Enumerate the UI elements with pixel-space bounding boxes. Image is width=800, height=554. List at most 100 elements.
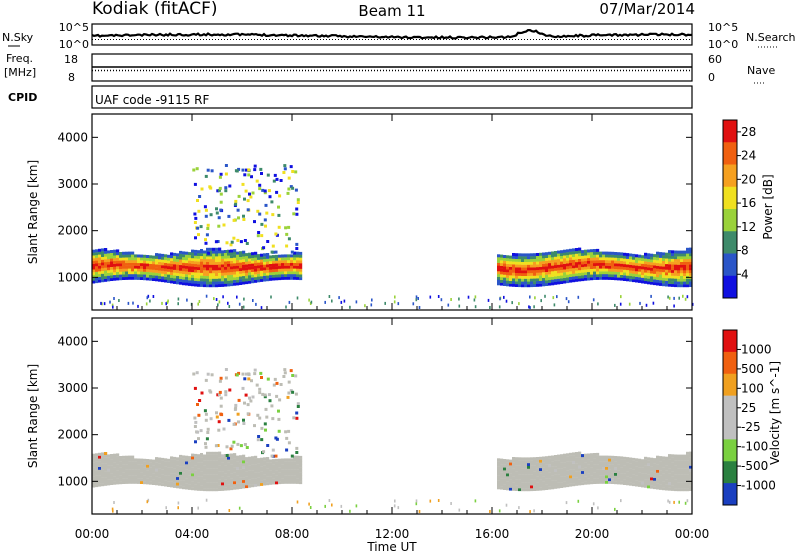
power-cell [242,256,246,260]
velocity-cell [572,477,576,481]
power-cell [221,272,225,276]
power-cell [539,261,543,265]
velocity-cell [182,472,186,476]
velocity-cell [274,436,278,440]
velocity-cell [656,464,660,468]
power-cell [257,279,261,283]
velocity-cell [608,466,612,470]
power-cell [590,271,594,275]
power-cell [503,271,507,275]
power-cell [179,273,183,277]
power-cell [92,274,96,278]
power-cell [272,257,276,261]
power-cell [665,280,669,284]
velocity-cell [515,482,519,486]
power-cell [170,274,174,278]
power-cell [197,209,201,213]
velocity-cell [566,467,570,471]
power-cell [227,261,231,264]
velocity-cell [233,472,237,476]
power-cell [524,264,528,268]
power-cell [119,252,123,255]
velocity-cell [349,509,351,513]
power-cell [152,272,156,276]
power-cell [617,263,621,267]
power-cell [258,212,262,216]
power-cell [518,270,522,274]
velocity-cell [671,465,675,469]
power-cell [161,279,165,283]
velocity-cell [505,503,508,507]
velocity-cell [131,461,135,465]
velocity-cell [265,415,269,419]
power-cell [299,274,303,278]
velocity-cell [671,473,675,477]
velocity-cell [608,478,612,482]
power-cell [665,272,669,276]
velocity-cell [113,501,115,504]
power-cell [569,265,573,269]
velocity-cell [191,459,195,463]
power-cell [92,266,96,270]
power-cell [671,272,675,276]
velocity-cell [275,458,279,462]
power-cell [110,272,114,276]
power-cell [656,276,660,280]
power-cell [608,251,612,255]
velocity-cell [269,481,273,485]
velocity-cell [170,470,174,474]
power-cell [680,256,684,260]
power-cell [206,261,210,265]
power-cell [257,270,261,274]
velocity-cell [182,486,186,490]
velocity-cell [290,464,294,467]
power-cell [593,265,597,269]
power-cell [638,254,642,258]
velocity-cell [521,471,525,475]
velocity-cell [113,459,117,463]
power-cell [233,274,237,278]
power-cell [650,264,654,268]
velocity-cell [542,478,546,482]
power-cell [131,274,135,277]
power-cell [587,269,591,273]
power-cell [257,254,261,258]
power-cell [203,275,207,279]
power-cell [509,269,513,273]
velocity-cell [662,476,666,479]
velocity-cell [524,479,528,483]
power-cell [605,260,609,263]
power-cell [167,299,169,303]
power-cell [243,197,246,201]
velocity-cell [689,468,693,472]
power-cell [393,300,396,304]
velocity-cell [101,463,105,467]
velocity-cell [243,443,247,446]
power-cell [572,279,576,283]
x-tick-label: 04:00 [175,527,210,541]
power-cell [182,268,186,272]
velocity-cell [497,461,501,465]
power-cell [512,261,516,265]
power-cell [518,253,522,257]
velocity-cell [230,475,234,479]
power-cell [236,276,240,280]
velocity-cell [200,468,204,472]
velocity-cell [147,498,150,502]
power-cell [278,194,282,198]
power-cell [641,263,645,267]
velocity-cell [258,387,262,391]
velocity-cell [230,484,234,488]
velocity-cell [98,478,102,481]
power-cell [194,255,198,259]
velocity-cell [149,478,153,482]
power-cell [263,278,267,282]
power-cell [545,260,549,264]
power-cell [155,272,159,276]
power-cell [197,283,201,287]
velocity-cell [662,456,666,460]
power-cell [200,278,204,282]
velocity-cell [518,460,522,464]
velocity-cell [206,427,210,431]
power-cell [158,267,162,271]
